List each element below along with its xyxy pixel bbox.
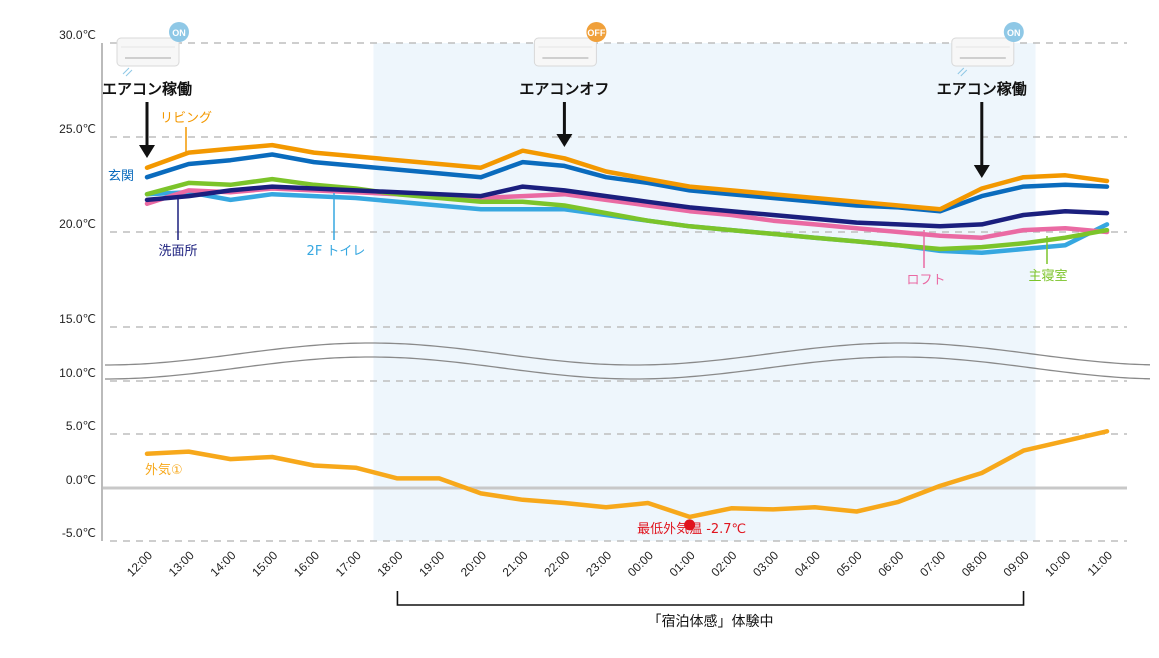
x-tick-label: 20:00 xyxy=(458,548,489,579)
y-tick-label: 25.0℃ xyxy=(59,122,96,136)
x-tick-label: 06:00 xyxy=(875,548,906,579)
ac-event-label: エアコン稼働 xyxy=(102,80,192,98)
ac-status-badge-text: ON xyxy=(172,28,186,38)
ac-status-badge-text: ON xyxy=(1007,28,1021,38)
series-line-1 xyxy=(144,152,1110,214)
series-label: ロフト xyxy=(906,273,945,288)
down-arrow-icon xyxy=(556,134,573,147)
ac-event-label: エアコン稼働 xyxy=(937,80,1027,98)
x-tick-label: 15:00 xyxy=(249,548,280,579)
series-label: 洗面所 xyxy=(158,244,197,259)
series-label: 玄関 xyxy=(108,169,134,184)
ac-status-badge xyxy=(586,22,607,42)
x-tick-label: 10:00 xyxy=(1042,548,1073,579)
ac-event-1: OFF エアコンオフ xyxy=(519,22,609,147)
x-tick-label: 08:00 xyxy=(959,548,990,579)
min-temp-label: 最低外気温 -2.7℃ xyxy=(637,521,746,537)
series-label: 主寝室 xyxy=(1028,268,1067,284)
night-period-shade xyxy=(373,43,1036,541)
series-line-0 xyxy=(144,142,1110,212)
series-label: リビング xyxy=(160,111,212,126)
air-conditioner-icon xyxy=(951,37,1015,67)
x-tick-label: 12:00 xyxy=(124,548,155,579)
ac-event-0: ON エアコン稼働 xyxy=(102,22,192,158)
min-temp-marker xyxy=(684,519,696,531)
y-tick-label: 15.0℃ xyxy=(59,312,96,326)
x-tick-label: 17:00 xyxy=(333,548,364,579)
series-line-6 xyxy=(144,429,1110,520)
x-tick-label: 02:00 xyxy=(708,548,739,579)
y-tick-label: 10.0℃ xyxy=(59,366,96,380)
x-tick-label: 03:00 xyxy=(750,548,781,579)
period-bracket xyxy=(396,591,1025,606)
series-label: 2F トイレ xyxy=(307,244,366,259)
x-tick-label: 09:00 xyxy=(1001,548,1032,579)
x-tick-label: 22:00 xyxy=(541,548,572,579)
x-tick-label: 05:00 xyxy=(834,548,865,579)
ac-status-badge-text: OFF xyxy=(587,28,605,38)
x-tick-label: 13:00 xyxy=(166,548,197,579)
ac-status-badge xyxy=(169,22,189,42)
x-tick-label: 14:00 xyxy=(207,548,238,579)
airflow-icon xyxy=(957,67,968,77)
y-tick-label: 0.0℃ xyxy=(66,473,96,487)
y-tick-label: 20.0℃ xyxy=(59,217,96,231)
down-arrow-icon xyxy=(973,165,990,178)
axis-break-wave-bottom xyxy=(105,356,1151,380)
down-arrow-icon xyxy=(139,145,155,158)
x-tick-label: 21:00 xyxy=(500,548,531,579)
period-label: 「宿泊体感」体験中 xyxy=(647,613,773,630)
series-line-4 xyxy=(144,184,1110,229)
x-tick-label: 04:00 xyxy=(792,548,823,579)
series-line-2 xyxy=(144,176,1110,252)
x-tick-label: 07:00 xyxy=(917,548,948,579)
y-tick-label: 30.0℃ xyxy=(59,28,96,42)
axis-break-wave-top xyxy=(105,342,1151,366)
ac-status-badge xyxy=(1003,22,1024,42)
x-tick-label: 01:00 xyxy=(667,548,698,579)
airflow-icon xyxy=(122,67,133,77)
air-conditioner-icon xyxy=(116,37,180,67)
x-tick-label: 16:00 xyxy=(291,548,322,579)
y-tick-label: -5.0℃ xyxy=(62,526,96,540)
x-tick-label: 23:00 xyxy=(583,548,614,579)
x-tick-label: 00:00 xyxy=(625,548,656,579)
ac-event-2: ON エアコン稼働 xyxy=(937,22,1027,178)
ac-event-label: エアコンオフ xyxy=(519,80,609,98)
x-tick-label: 19:00 xyxy=(416,548,447,579)
x-tick-label: 11:00 xyxy=(1085,548,1116,579)
air-conditioner-icon xyxy=(533,37,597,67)
series-label: 外気① xyxy=(145,462,183,478)
x-tick-label: 18:00 xyxy=(374,548,405,579)
y-tick-label: 5.0℃ xyxy=(66,419,96,433)
